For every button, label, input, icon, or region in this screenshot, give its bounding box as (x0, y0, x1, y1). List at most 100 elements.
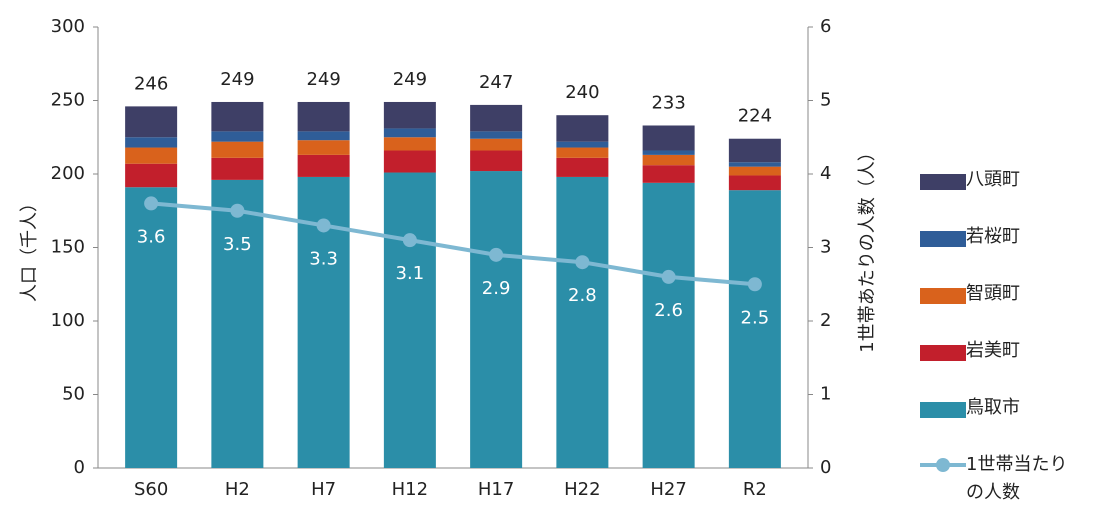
total-label: 249 (393, 69, 427, 90)
bar-segment (297, 101, 350, 132)
legend-label: 若桜町 (966, 226, 1020, 247)
bar-segment (642, 154, 695, 166)
total-label: 249 (220, 69, 254, 90)
bar-segment (728, 162, 781, 167)
bar-segment (211, 131, 264, 142)
x-tick-label: H22 (564, 479, 600, 500)
bar-segment (642, 165, 695, 183)
bar-segment (470, 131, 523, 139)
legend-item: 1世帯当たりの人数 (920, 454, 1096, 512)
legend-swatch (920, 402, 966, 418)
line-value-label: 3.3 (309, 248, 338, 269)
bar-segment (556, 176, 609, 468)
line (150, 201, 756, 287)
y2-tick-label: 1 (820, 384, 831, 405)
y2-axis-label: 1世帯あたりの人数（人） (857, 143, 878, 352)
y-tick-label: 200 (51, 163, 85, 184)
line-value-label: 2.8 (568, 285, 597, 306)
line-value-label: 2.9 (482, 278, 511, 299)
legend-item: 智頭町 (920, 283, 1096, 341)
y-tick-label: 150 (51, 237, 85, 258)
line-value-label: 3.6 (137, 226, 166, 247)
bar-segment (125, 187, 178, 469)
line-value-label: 2.6 (654, 300, 683, 321)
y2-tick-label: 2 (820, 310, 831, 331)
bar-segment (383, 137, 436, 151)
line-marker (489, 247, 504, 262)
bar-segment (383, 128, 436, 138)
bar-segment (470, 171, 523, 468)
x-tick-label: H27 (650, 479, 686, 500)
legend-swatch (920, 288, 966, 304)
bar-segment (211, 157, 264, 180)
bar-segment (211, 179, 264, 468)
legend-label: 1世帯当たりの人数 (966, 454, 1068, 503)
legend-label: 岩美町 (966, 340, 1020, 361)
line-value-label: 2.5 (741, 307, 770, 328)
legend-line-icon (920, 458, 966, 472)
line-marker (316, 218, 331, 233)
y-axis-label: 人口（千人） (19, 194, 40, 302)
bar-segment (470, 150, 523, 172)
total-label: 247 (479, 72, 513, 93)
line-marker (575, 255, 590, 270)
legend-label: 八頭町 (966, 169, 1020, 190)
line-marker (402, 233, 417, 248)
bar-segment (728, 138, 781, 163)
bar-segment (728, 190, 781, 469)
line-value-label: 3.1 (396, 263, 425, 284)
bar-segment (642, 150, 695, 155)
bar-segment (728, 166, 781, 176)
y-tick-label: 50 (62, 384, 85, 405)
y-tick-label: 100 (51, 310, 85, 331)
legend-swatch (920, 174, 966, 190)
x-tick-label: H7 (311, 479, 336, 500)
y-tick-label: 300 (51, 16, 85, 37)
bar-segment (125, 137, 178, 148)
legend-item: 八頭町 (920, 169, 1096, 227)
bar-segment (125, 163, 178, 188)
bar-segment (383, 150, 436, 173)
bar-segment (556, 115, 609, 142)
y-tick-label: 250 (51, 90, 85, 111)
bar-segment (297, 140, 350, 155)
total-label: 246 (134, 73, 168, 94)
line-marker (661, 269, 676, 284)
bar-segment (125, 106, 178, 138)
bar-segment (728, 175, 781, 191)
legend-item: 岩美町 (920, 340, 1096, 398)
legend-label: 智頭町 (966, 283, 1020, 304)
bar-segment (470, 138, 523, 151)
legend-swatch (920, 345, 966, 361)
y2-tick-label: 5 (820, 90, 831, 111)
total-label: 233 (651, 92, 685, 113)
bar-segment (383, 101, 436, 129)
x-tick-label: H2 (225, 479, 250, 500)
x-tick-label: S60 (134, 479, 168, 500)
legend-item: 若桜町 (920, 226, 1096, 284)
bar-segment (470, 104, 523, 132)
legend-label: 鳥取市 (966, 397, 1020, 418)
line-marker (144, 196, 159, 211)
bar-segment (642, 182, 695, 468)
y2-tick-label: 6 (820, 16, 831, 37)
bar-segment (211, 101, 264, 132)
y-tick-label: 0 (74, 457, 85, 478)
legend-swatch (920, 231, 966, 247)
bar-segment (383, 172, 436, 468)
bar-segment (642, 125, 695, 151)
y2-tick-label: 4 (820, 163, 831, 184)
bar-segment (556, 141, 609, 148)
bar-segment (211, 141, 264, 158)
total-label: 224 (738, 106, 772, 127)
legend: 八頭町若桜町智頭町岩美町鳥取市 1世帯当たりの人数 (920, 169, 1096, 512)
x-tick-label: H17 (478, 479, 514, 500)
line-value-label: 3.5 (223, 234, 252, 255)
legend-line (920, 455, 966, 475)
legend-item: 鳥取市 (920, 397, 1096, 455)
bar-segment (556, 157, 609, 177)
total-label: 249 (306, 69, 340, 90)
total-label: 240 (565, 82, 599, 103)
